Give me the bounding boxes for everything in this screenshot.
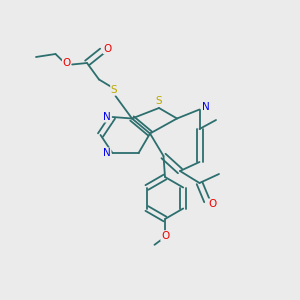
Text: O: O — [62, 58, 71, 68]
Text: N: N — [103, 112, 111, 122]
Text: S: S — [111, 85, 117, 95]
Text: O: O — [103, 44, 112, 54]
Text: N: N — [103, 148, 111, 158]
Text: N: N — [202, 101, 209, 112]
Text: O: O — [208, 199, 217, 209]
Text: O: O — [161, 231, 169, 241]
Text: S: S — [156, 95, 162, 106]
